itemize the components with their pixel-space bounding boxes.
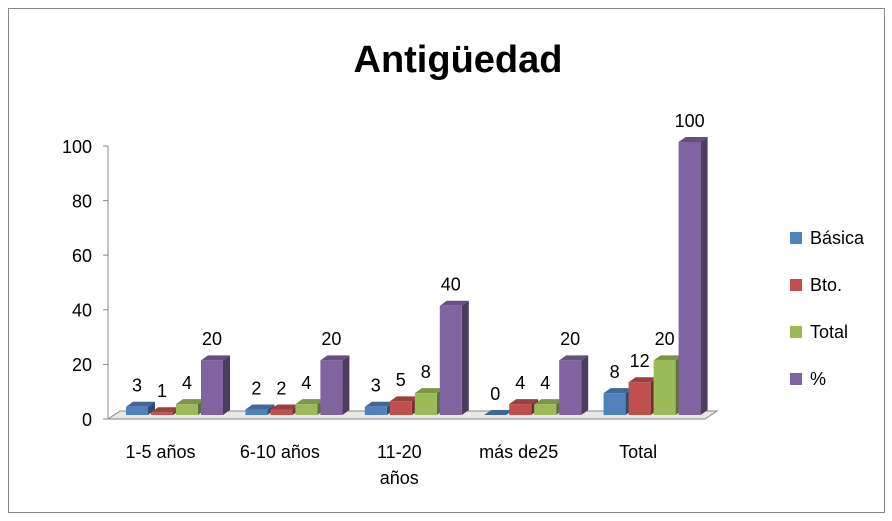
bar (151, 412, 173, 415)
data-label: 100 (675, 111, 705, 131)
bar-top (389, 396, 419, 402)
bar-top (151, 407, 180, 413)
data-label: 2 (276, 378, 286, 398)
data-label: 4 (301, 373, 311, 393)
legend-label: Total (810, 322, 848, 342)
legend-swatch (790, 373, 802, 385)
bar (534, 404, 557, 415)
y-tick-label: 60 (72, 246, 92, 266)
data-label: 4 (182, 373, 192, 393)
y-tick-label: 100 (62, 137, 92, 157)
bar-top (364, 401, 394, 407)
bar-top (534, 399, 564, 405)
data-label: 8 (610, 362, 620, 382)
data-label: 20 (560, 329, 580, 349)
bar-top (509, 399, 539, 405)
bar-top (245, 404, 275, 410)
legend-swatch (790, 326, 802, 338)
y-tick-label: 80 (72, 191, 92, 211)
data-label: 2 (251, 378, 261, 398)
bar-top (628, 377, 658, 383)
bar-side (148, 401, 155, 415)
data-label: 4 (515, 373, 525, 393)
bar (201, 360, 223, 415)
x-tick-label: Total (619, 442, 658, 462)
x-tick-label: más de25 (479, 442, 559, 462)
bar-top (320, 355, 350, 361)
bar-top (126, 401, 155, 407)
bar-top (603, 388, 633, 394)
bar (628, 382, 651, 415)
bar (439, 305, 462, 415)
bar (653, 360, 676, 415)
bar (176, 404, 198, 415)
data-label: 8 (421, 362, 431, 382)
legend-label: % (810, 369, 826, 389)
legend-label: Básica (810, 228, 865, 248)
bar-top (678, 137, 708, 142)
data-label: 3 (132, 376, 142, 396)
data-label: 3 (371, 376, 381, 396)
legend-label: Bto. (810, 275, 842, 295)
x-tick-label: 1-5 años (125, 442, 196, 462)
y-tick-label: 20 (72, 355, 92, 375)
bar (603, 393, 626, 415)
bar-top (201, 355, 230, 361)
bar (559, 360, 582, 415)
bar-side (461, 300, 469, 415)
bar (270, 409, 293, 415)
chart-frame (8, 8, 885, 513)
bar (414, 393, 437, 415)
data-label: 12 (630, 351, 650, 371)
data-label: 20 (202, 329, 222, 349)
data-label: 5 (396, 370, 406, 390)
data-label: 20 (321, 329, 341, 349)
bar (364, 406, 387, 415)
bar-top (176, 399, 205, 405)
legend-swatch (790, 232, 802, 244)
bar-top (484, 410, 514, 415)
bar-top (439, 300, 469, 306)
x-tick-label: 6-10 años (239, 442, 320, 462)
data-label: 1 (157, 381, 167, 401)
bar (678, 142, 701, 415)
bar-side (581, 355, 589, 415)
bar-side (342, 355, 350, 415)
data-label: 40 (441, 275, 461, 295)
bar-top (295, 399, 325, 405)
bar-top (270, 404, 300, 410)
bar-top (653, 355, 683, 361)
bar (245, 409, 268, 415)
bar (295, 404, 318, 415)
bar-top (559, 355, 589, 361)
data-label: 20 (655, 329, 675, 349)
bar (389, 401, 412, 415)
x-tick-label: 11-20 años (376, 442, 422, 488)
y-tick-label: 0 (82, 410, 92, 430)
bar-side (700, 137, 708, 415)
bar-side (223, 355, 230, 415)
data-label: 4 (540, 373, 550, 393)
chart-title: Antigüedad (354, 39, 563, 81)
bar (126, 406, 148, 415)
bar-top (414, 388, 444, 394)
legend-swatch (790, 279, 802, 291)
bar (320, 360, 343, 415)
y-tick-label: 40 (72, 301, 92, 321)
bar (509, 404, 532, 415)
data-label: 0 (490, 384, 500, 404)
